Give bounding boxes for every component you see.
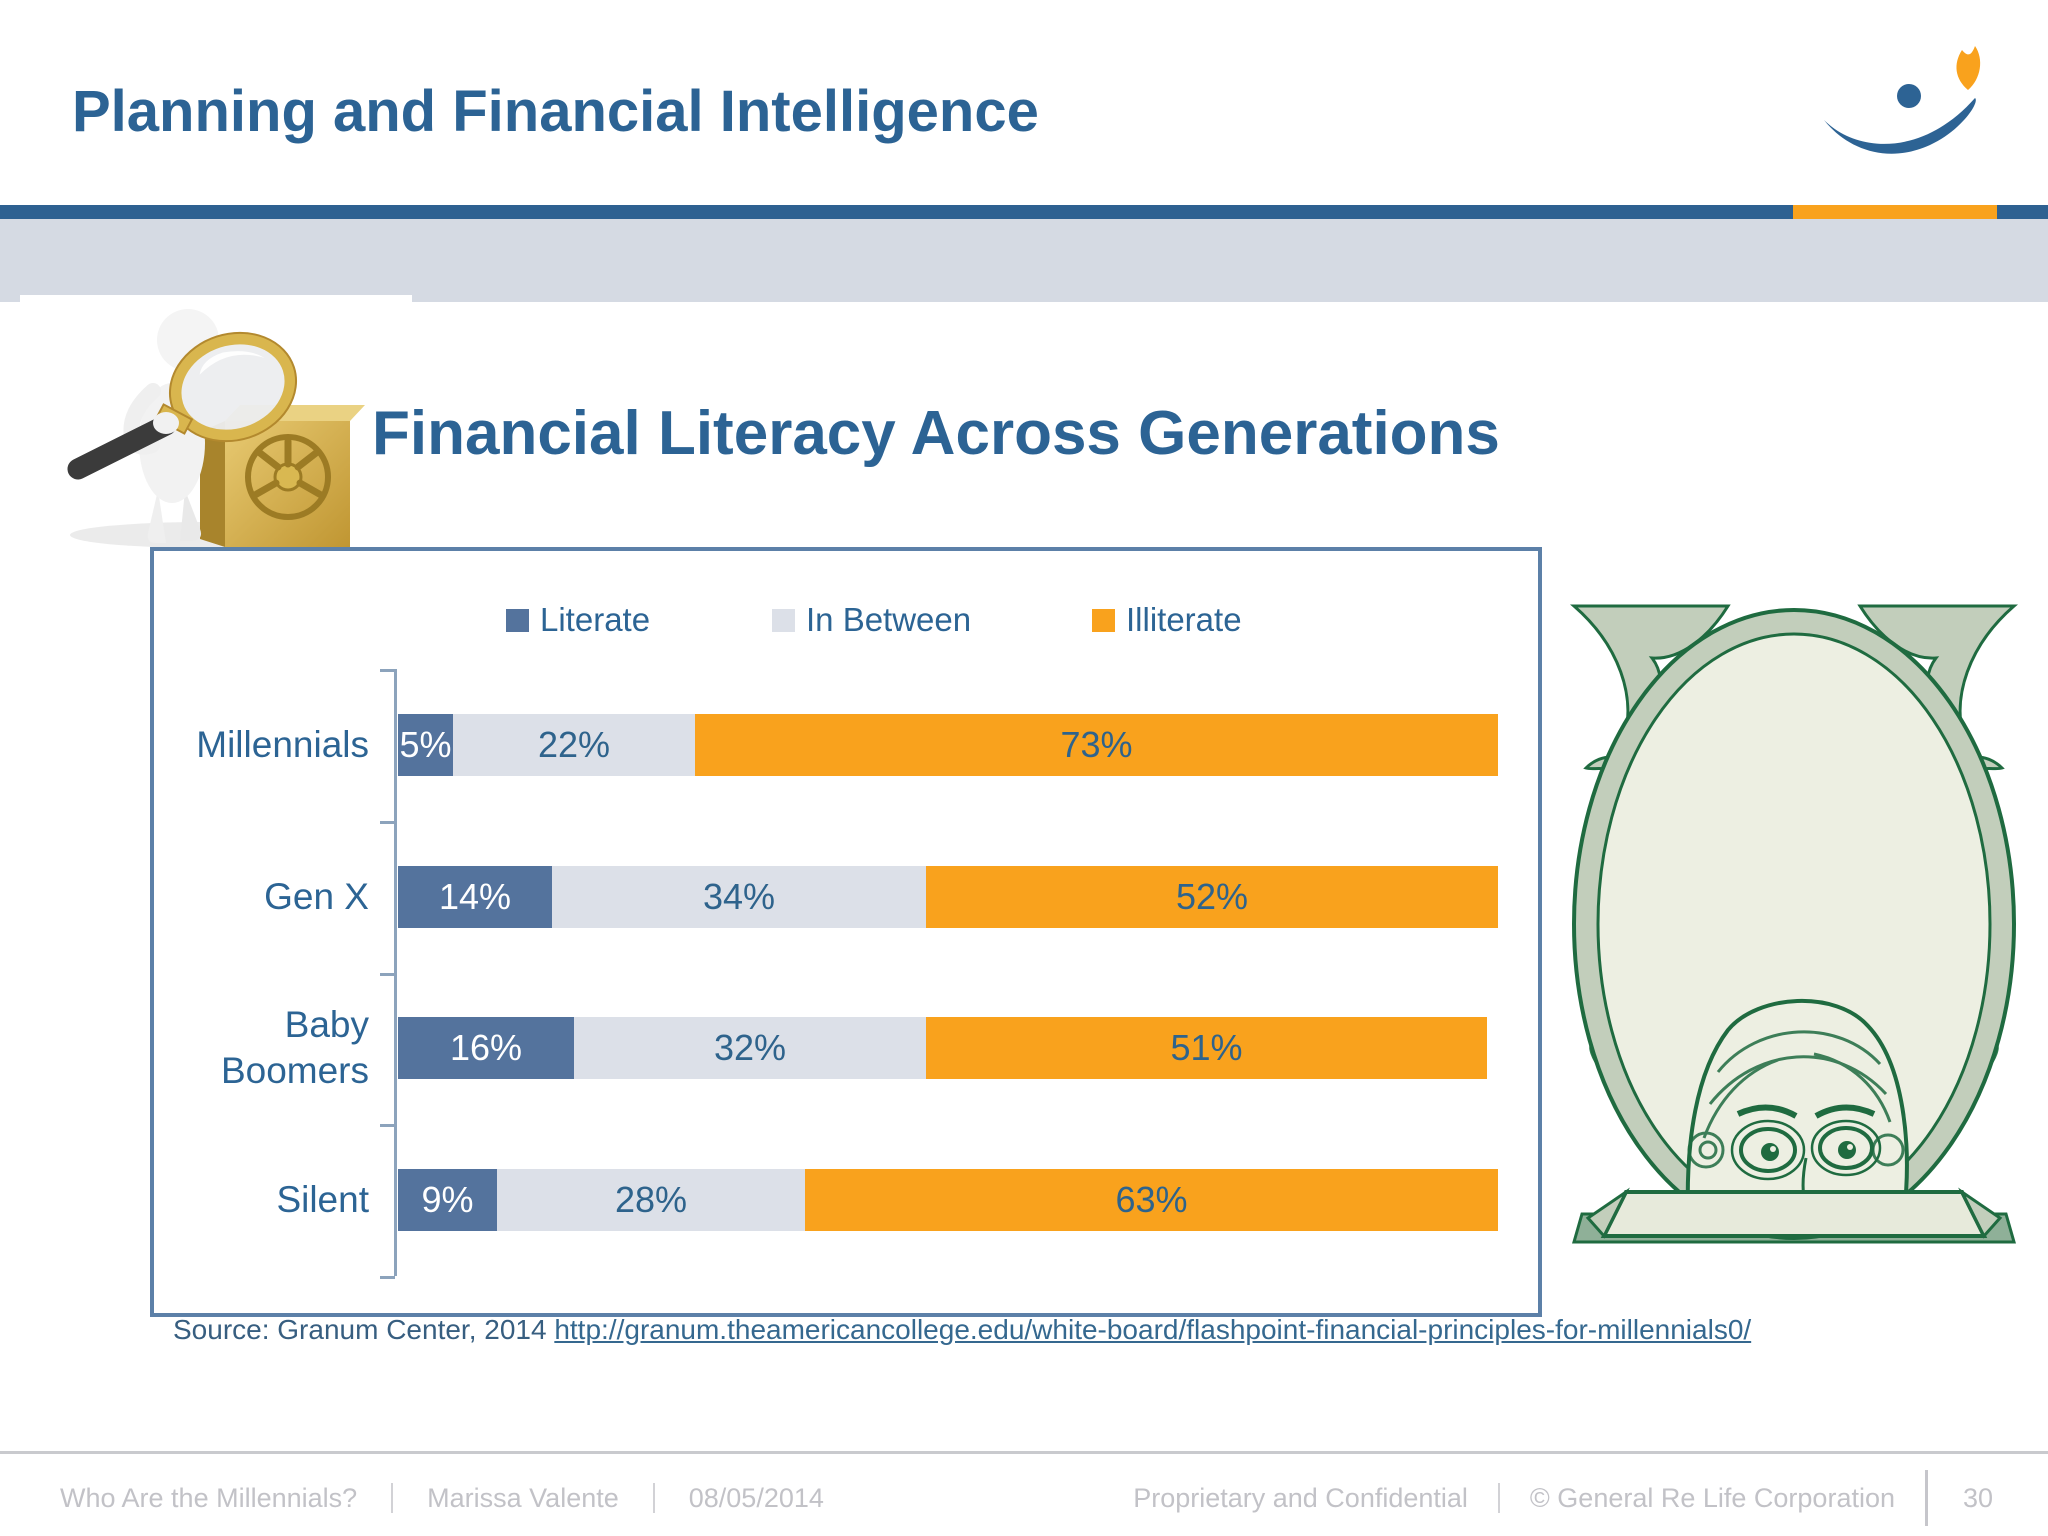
- bar-row: 14% 34% 52%: [398, 865, 1498, 928]
- company-logo-icon: [1824, 46, 1981, 154]
- legend-swatch-illiterate: [1092, 608, 1115, 632]
- category-label: Millennials: [196, 723, 369, 765]
- footer-divider-line: [0, 1451, 2048, 1454]
- logo-swoosh-icon: [1824, 98, 1976, 154]
- legend-label-illiterate: Illiterate: [1126, 601, 1242, 638]
- page-title: Planning and Financial Intelligence: [72, 79, 1039, 144]
- bar-row: 9% 28% 63%: [398, 1169, 1498, 1232]
- footer-right: Proprietary and Confidential © General R…: [1133, 1470, 1998, 1526]
- category-label: Baby Boomers: [220, 1004, 369, 1092]
- dollar-bill-illustration: [1568, 602, 2020, 1250]
- bar-segment-in-between: 22%: [453, 713, 695, 776]
- bar-segment-in-between: 28%: [497, 1169, 805, 1232]
- bar-segment-illiterate: 51%: [926, 1017, 1487, 1080]
- category-label: Silent: [276, 1179, 369, 1220]
- magnifier-icon: [168, 331, 298, 443]
- footer-author: Marissa Valente: [427, 1482, 619, 1513]
- bar-segment-illiterate: 52%: [926, 865, 1498, 928]
- category-axis: [394, 669, 397, 1276]
- axis-tick: [380, 820, 395, 824]
- bar-row: 5% 22% 73%: [398, 713, 1498, 776]
- bar-segment-literate: 5%: [398, 713, 453, 776]
- legend-label-literate: Literate: [540, 601, 651, 638]
- source-link[interactable]: http://granum.theamericancollege.edu/whi…: [554, 1314, 1752, 1345]
- footer-deck-title: Who Are the Millennials?: [60, 1482, 358, 1513]
- legend-item-illiterate: Illiterate: [1092, 601, 1242, 638]
- footer-separator: [391, 1483, 394, 1513]
- footer-copyright: © General Re Life Corporation: [1529, 1482, 1895, 1513]
- bar-segment-illiterate: 63%: [805, 1169, 1498, 1232]
- chart-panel: Literate In Between Illiterate Millennia…: [150, 547, 1542, 1317]
- axis-tick: [380, 1124, 395, 1128]
- footer-separator: [1497, 1483, 1500, 1513]
- legend-swatch-literate: [506, 608, 529, 632]
- bar-segment-in-between: 34%: [552, 865, 926, 928]
- footer-page-rule: [1925, 1470, 1928, 1526]
- axis-tick: [380, 669, 395, 672]
- footer-date: 08/05/2014: [688, 1482, 824, 1513]
- axis-tick: [380, 1276, 395, 1279]
- category-label: Gen X: [264, 875, 369, 917]
- bar-segment-literate: 9%: [398, 1169, 497, 1232]
- page-number: 30: [1962, 1482, 1994, 1513]
- magnifier-safe-illustration: [20, 295, 412, 560]
- bar-segment-literate: 14%: [398, 865, 552, 928]
- bar-segment-in-between: 32%: [574, 1017, 926, 1080]
- plot-area: Millennials 5% 22% 73% Gen X 14% 34% 52% Baby Bo…: [154, 551, 1538, 1313]
- footer-confidentiality: Proprietary and Confidential: [1133, 1482, 1468, 1513]
- header-divider: [0, 205, 2048, 219]
- footer-left: Who Are the Millennials? Marissa Valente…: [60, 1470, 824, 1526]
- source-prefix: Source: Granum Center, 2014: [173, 1314, 555, 1345]
- logo-head-icon: [1897, 84, 1921, 108]
- bar-row: 16% 32% 51%: [398, 1017, 1487, 1080]
- legend-item-literate: Literate: [506, 601, 651, 638]
- footer-separator: [652, 1483, 655, 1513]
- source-note: Source: Granum Center, 2014 http://granu…: [173, 1314, 1751, 1346]
- legend-item-in-between: In Between: [772, 601, 972, 638]
- logo-flame-icon: [1956, 46, 1981, 90]
- gray-band: [0, 219, 2048, 302]
- header-divider-orange-segment: [1793, 205, 1997, 219]
- bar-segment-illiterate: 73%: [695, 713, 1498, 776]
- chart-section-title: Financial Literacy Across Generations: [372, 399, 1500, 468]
- legend-label-in-between: In Between: [806, 601, 972, 638]
- legend-swatch-in-between: [772, 608, 795, 632]
- axis-tick: [380, 972, 395, 976]
- washington-portrait: [1685, 999, 1909, 1216]
- bar-segment-literate: 16%: [398, 1017, 574, 1080]
